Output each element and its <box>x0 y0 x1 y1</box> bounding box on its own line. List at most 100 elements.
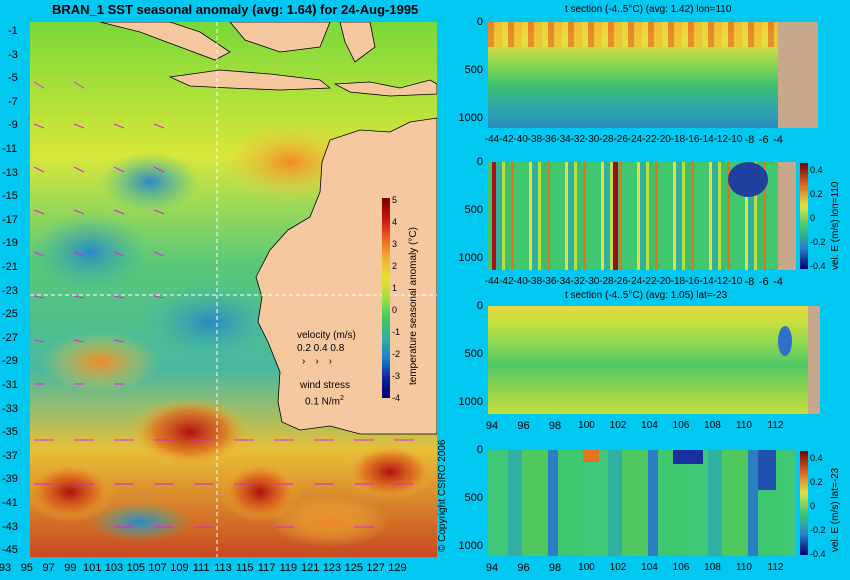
panel2-x-axis: -44 -42 -40 -38 -36 -34 -32 -30 -28 -26 -24 -22 -20-… <box>485 276 818 290</box>
lat-tick-label: -21 <box>2 261 18 273</box>
panel2-colorbar-label: vel. E (m/s) lon=110 <box>830 181 841 270</box>
lon-tick-label: 121 <box>301 562 320 574</box>
velocity-arrows-icon: ››› <box>302 356 342 367</box>
x-tick-label: -34 <box>556 134 571 145</box>
cb-tick: 3 <box>392 239 398 249</box>
lon-tick-label: 97 <box>42 562 55 574</box>
x-tick-label: 104 <box>641 562 658 573</box>
x-tick-label: -36 <box>541 134 557 145</box>
panel2-west-jet <box>728 162 768 197</box>
panel4-colorbar <box>800 451 808 555</box>
wind-scale-sup: 2 <box>340 395 344 402</box>
lat-tick-label: -17 <box>2 213 18 226</box>
map-colorbar-label: temperature seasonal anomaly (°C) <box>408 227 419 385</box>
x-tick-label: -14 <box>699 134 714 145</box>
x-tick-label: -12 <box>713 134 729 145</box>
lat-tick-label: -39 <box>2 473 18 486</box>
velocity-legend-label: velocity (m/s) <box>297 330 356 341</box>
lon-tick-label: 125 <box>344 562 363 574</box>
depth-tick-label: 500 <box>464 348 483 360</box>
panel1-y-axis: 0 500 1000 <box>455 16 485 132</box>
lat-tick-label: -13 <box>2 166 18 179</box>
x-tick-label: 112 <box>767 562 784 573</box>
x-tick-label: 110 <box>736 562 752 573</box>
lat-tick-label: -3 <box>8 48 18 61</box>
cb-tick: 2 <box>392 261 398 271</box>
lon-tick-label: 99 <box>64 562 77 574</box>
x-tick-label: -26 <box>613 134 628 145</box>
x-tick-label: -6 <box>758 134 769 146</box>
colorbar-tick-label: 0.4 <box>810 165 823 175</box>
colorbar-tick-label: 0.4 <box>810 453 823 463</box>
depth-tick-label: 1000 <box>458 396 483 408</box>
depth-tick-label: 500 <box>464 64 483 76</box>
cb-tick: 4 <box>392 217 398 227</box>
lat-tick-label: -11 <box>2 143 18 155</box>
panel2-section-plot[interactable] <box>488 162 778 270</box>
cb-tick: -3 <box>392 371 401 381</box>
x-tick-label: -40 <box>513 276 528 287</box>
panel3-title: t section (-4..5°C) (avg: 1.05) lat=-23 <box>565 290 728 301</box>
x-tick-label: 110 <box>736 420 752 431</box>
x-tick-label: -24 <box>627 134 643 145</box>
colorbar-tick-label: -0.2 <box>810 237 826 247</box>
x-tick-label: -6 <box>758 276 769 288</box>
x-tick-label: -10 <box>727 134 743 145</box>
land-australia <box>255 117 437 435</box>
panel2-colorbar <box>800 163 808 269</box>
cb-tick: 1 <box>392 283 398 293</box>
colorbar-tick-label: 0.2 <box>810 477 823 487</box>
x-tick-label: -40 <box>513 134 528 145</box>
x-tick-label: -30 <box>584 134 600 145</box>
lon-tick-label: 123 <box>322 562 342 574</box>
panel1-x-axis: -44 -42 -40 -38 -36 -34 -32 -30 -28 -26 -24 -22 -20-… <box>485 134 818 148</box>
lat-tick-label: -27 <box>2 331 18 344</box>
x-tick-label: 94 <box>485 562 499 574</box>
x-tick-label: 108 <box>704 562 721 573</box>
panel3-y-axis: 0 500 1000 <box>455 300 485 416</box>
cb-tick: -1 <box>392 327 401 337</box>
x-tick-label: -44 <box>484 134 500 145</box>
land-java <box>168 69 332 91</box>
x-tick-label: -12 <box>713 276 729 287</box>
x-tick-label: -22 <box>642 134 657 145</box>
colorbar-tick-label: 0 <box>810 501 816 511</box>
panel4-section-plot[interactable] <box>488 450 796 556</box>
lat-tick-label: -19 <box>2 237 18 250</box>
panel1-land <box>778 22 818 128</box>
x-tick-label: -8 <box>744 134 755 146</box>
sst-anomaly-map[interactable] <box>30 22 437 557</box>
panel4-colorbar-ticks: 0.4 0.2 0 -0.2 -0.4 <box>810 451 840 559</box>
x-tick-label: -34 <box>556 276 571 287</box>
depth-tick-label: 1000 <box>458 112 483 124</box>
x-tick-label: 94 <box>485 420 499 432</box>
lon-tick-label: 93 <box>0 562 12 574</box>
depth-tick-label: 0 <box>476 16 483 28</box>
lat-tick-label: -45 <box>2 544 18 557</box>
panel4-warm-patch <box>583 450 599 462</box>
x-tick-label: -38 <box>527 134 543 145</box>
colorbar-tick-label: 0 <box>810 213 816 223</box>
colorbar-tick-label: 0.2 <box>810 189 823 199</box>
panel3-section-plot[interactable] <box>488 306 808 414</box>
panel4-y-axis: 0 500 1000 <box>455 444 485 560</box>
panel1-section-plot[interactable] <box>488 22 778 128</box>
x-tick-label: -4 <box>773 276 783 288</box>
x-tick-label: -22 <box>642 276 657 287</box>
lon-tick-label: 107 <box>148 562 167 574</box>
wind-scale-text: 0.1 N/m <box>305 396 341 408</box>
wind-legend-scale: 0.1 N/m2 <box>305 395 344 407</box>
lon-tick-label: 95 <box>20 562 33 574</box>
lat-tick-label: -7 <box>8 95 18 108</box>
lat-tick-label: -33 <box>2 402 18 415</box>
x-tick-label: 96 <box>517 420 530 432</box>
x-tick-label: 102 <box>609 420 627 431</box>
panel2-land <box>778 162 796 270</box>
x-tick-label: 100 <box>578 562 595 573</box>
x-tick-label: 108 <box>704 420 721 431</box>
x-tick-label: 112 <box>767 420 784 431</box>
x-tick-label: -10 <box>727 276 743 287</box>
panel3-land <box>808 306 820 414</box>
panel1-surface-band <box>488 22 778 47</box>
x-tick-label: -14 <box>699 276 714 287</box>
